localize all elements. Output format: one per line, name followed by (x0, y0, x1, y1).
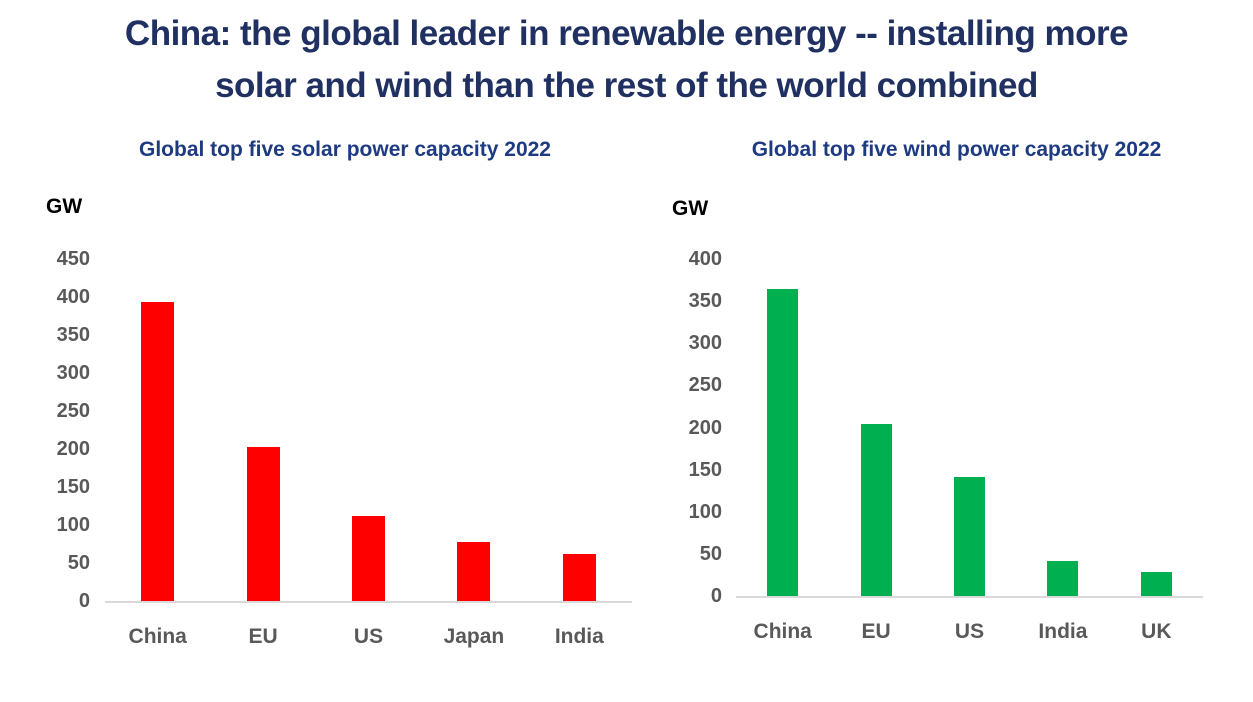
x-axis-label-japan: Japan (443, 625, 505, 648)
y-axis-tick-label: 450 (56, 248, 90, 270)
solar-chart-panel: Global top five solar power capacity 202… (40, 135, 650, 680)
bar-eu (860, 424, 892, 596)
y-axis-tick-label: 350 (688, 290, 722, 313)
bar-slot (210, 259, 315, 601)
bars (105, 259, 632, 601)
x-axis-line (736, 596, 1203, 598)
wind-chart-title: Global top five wind power capacity 2022 (751, 138, 1162, 161)
y-axis-tick-label: 400 (688, 248, 722, 270)
bar-slot (736, 259, 829, 596)
y-axis-tick-label: 200 (56, 438, 90, 460)
x-axis-label-india: India (554, 625, 604, 648)
y-axis-tick-label: 100 (688, 500, 722, 523)
bar-slot (527, 259, 632, 601)
bar-us (954, 477, 986, 596)
y-axis-tick-label: 0 (710, 585, 722, 607)
solar-chart-title: Global top five solar power capacity 202… (139, 138, 551, 161)
y-axis-tick-label: 50 (699, 542, 722, 565)
x-axis-label-china: China (128, 625, 187, 648)
x-axis-label-us: US (353, 625, 384, 648)
y-axis-tick-label: 250 (688, 374, 722, 397)
y-axis-tick-label: 350 (56, 324, 90, 346)
y-axis-unit-label: GW (46, 195, 83, 218)
x-axis-label-us: US (954, 620, 985, 643)
x-axis-label-eu: EU (861, 620, 891, 643)
x-axis-label-india: India (1038, 620, 1088, 643)
y-axis-tick-label: 400 (56, 286, 90, 308)
bar-slot (923, 259, 1016, 596)
bars (736, 259, 1203, 596)
y-axis-tick-label: 300 (56, 362, 90, 384)
bar-india (562, 553, 596, 601)
bar-slot (316, 259, 421, 601)
bar-japan (457, 541, 491, 601)
y-axis-tick-label: 300 (688, 332, 722, 355)
bar-china (767, 288, 799, 596)
y-axis-tick-label: 100 (56, 514, 90, 536)
bar-slot (1110, 259, 1203, 596)
bar-india (1047, 560, 1079, 596)
bar-china (141, 302, 175, 601)
x-axis-labels: China EU US India UK (736, 620, 1203, 644)
bar-slot (421, 259, 526, 601)
wind-chart-panel: Global top five wind power capacity 2022… (660, 135, 1253, 680)
y-axis-tick-label: 0 (78, 590, 90, 612)
page-title: China: the global leader in renewable en… (0, 8, 1253, 112)
x-axis-label-china: China (753, 620, 812, 643)
y-axis-tick-label: 50 (67, 552, 90, 574)
bar-uk (1140, 572, 1172, 596)
page-title-line-2: solar and wind than the rest of the worl… (215, 66, 1038, 105)
x-axis-label-eu: EU (248, 625, 278, 648)
x-axis-labels: China EU US Japan India (105, 625, 632, 649)
bar-slot (105, 259, 210, 601)
bar-slot (1016, 259, 1109, 596)
bar-us (352, 515, 386, 601)
y-axis-unit-label: GW (672, 197, 709, 220)
bar-eu (246, 446, 280, 601)
y-axis-tick-label: 200 (688, 416, 722, 439)
bar-slot (829, 259, 922, 596)
x-axis-label-uk: UK (1141, 620, 1172, 643)
y-axis-tick-label: 250 (56, 400, 90, 422)
x-axis-line (105, 601, 632, 603)
y-axis-tick-label: 150 (688, 458, 722, 481)
y-axis-tick-label: 150 (56, 476, 90, 498)
page-title-line-1: China: the global leader in renewable en… (124, 14, 1129, 53)
